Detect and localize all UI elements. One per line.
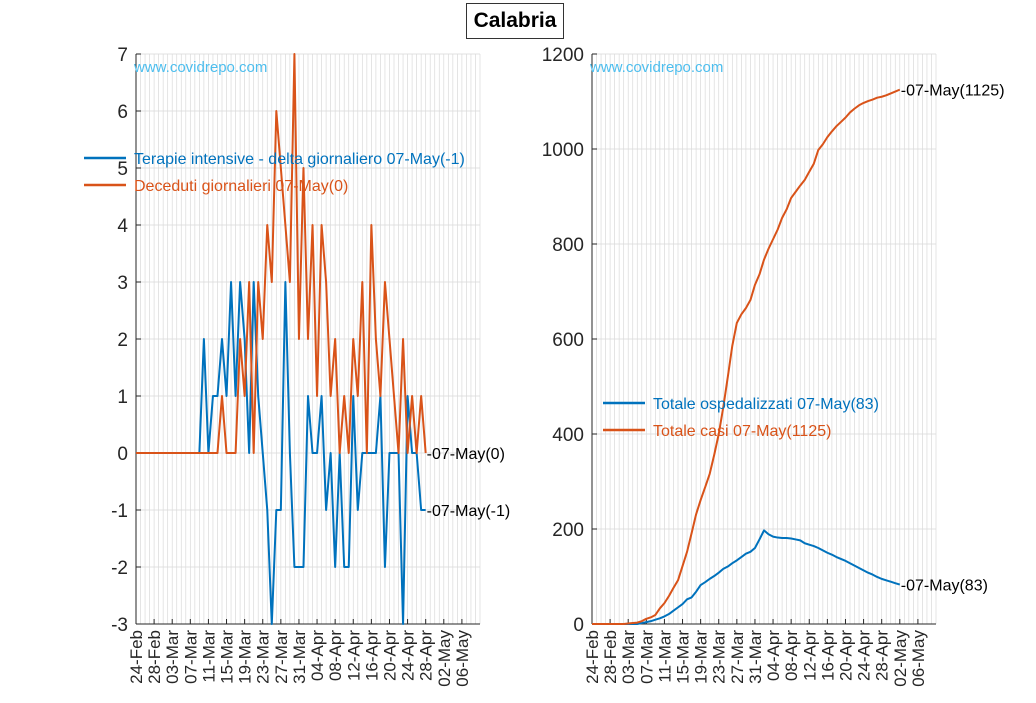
y-tick-label: 6 xyxy=(117,102,128,123)
x-tick-label: 07-Mar xyxy=(637,630,656,684)
x-tick-label: 02-May xyxy=(435,630,454,687)
y-tick-label: 0 xyxy=(117,444,128,465)
x-tick-label: 04-Apr xyxy=(764,630,783,681)
x-tick-label: 12-Apr xyxy=(344,630,363,681)
y-tick-label: 1000 xyxy=(542,140,584,161)
x-tick-label: 28-Feb xyxy=(601,630,620,684)
x-tick-label: 31-Mar xyxy=(290,630,309,684)
legend-entry: Totale casi 07-May(1125) xyxy=(653,423,831,440)
x-tick-label: 07-Mar xyxy=(181,630,200,684)
x-tick-label: 23-Mar xyxy=(254,630,273,684)
y-tick-label: -1 xyxy=(111,501,128,522)
x-tick-label: 31-Mar xyxy=(746,630,765,684)
y-tick-label: 800 xyxy=(552,235,584,256)
series-line-1 xyxy=(592,529,901,625)
x-tick-label: 28-Apr xyxy=(417,630,436,681)
y-tick-label: 1200 xyxy=(542,45,584,66)
watermark-text: www.covidrepo.com xyxy=(589,59,723,76)
x-tick-label: 16-Apr xyxy=(362,630,381,681)
legend-entry: Terapie intensive - delta giornaliero 07… xyxy=(134,151,465,168)
x-tick-label: 24-Feb xyxy=(583,630,602,684)
x-tick-label: 27-Mar xyxy=(272,630,291,684)
series-end-label: -07-May(1125) xyxy=(901,83,1005,100)
y-tick-label: 400 xyxy=(552,425,584,446)
x-tick-label: 06-May xyxy=(453,630,472,687)
x-tick-label: 24-Feb xyxy=(127,630,146,684)
x-tick-label: 24-Apr xyxy=(855,630,874,681)
series-end-label: -07-May(-1) xyxy=(427,503,511,520)
y-tick-label: -3 xyxy=(111,615,128,636)
series-line-2 xyxy=(592,88,901,625)
x-tick-label: 27-Mar xyxy=(728,630,747,684)
x-tick-label: 02-May xyxy=(891,630,910,687)
x-tick-label: 03-Mar xyxy=(619,630,638,684)
x-tick-label: 11-Mar xyxy=(655,630,674,683)
x-tick-label: 15-Mar xyxy=(218,630,237,684)
x-tick-label: 28-Feb xyxy=(145,630,164,684)
x-tick-label: 08-Apr xyxy=(782,630,801,681)
y-tick-label: 7 xyxy=(117,45,128,66)
series-line-2 xyxy=(136,53,427,454)
x-tick-label: 28-Apr xyxy=(873,630,892,681)
x-tick-label: 20-Apr xyxy=(380,630,399,681)
x-tick-label: 15-Mar xyxy=(674,630,693,684)
x-tick-label: 03-Mar xyxy=(163,630,182,684)
x-tick-label: 19-Mar xyxy=(692,630,711,684)
x-tick-label: 20-Apr xyxy=(836,630,855,681)
y-tick-label: 1 xyxy=(117,387,128,408)
x-tick-label: 23-Mar xyxy=(710,630,729,684)
x-tick-label: 24-Apr xyxy=(399,630,418,681)
chart-panel-1: -3 -2 -1 0 1 2 3 4 5 6 7 24-Feb 28-Feb 03-Mar 07-Mar 11… xyxy=(84,45,510,687)
y-tick-label: 3 xyxy=(117,273,128,294)
legend-entry: Totale ospedalizzati 07-May(83) xyxy=(653,396,879,413)
watermark-text: www.covidrepo.com xyxy=(133,59,267,76)
y-tick-label: -2 xyxy=(111,558,128,579)
series-end-label: -07-May(83) xyxy=(901,578,988,595)
y-tick-label: 600 xyxy=(552,330,584,351)
x-tick-label: 04-Apr xyxy=(308,630,327,681)
y-tick-label: 4 xyxy=(117,216,128,237)
legend-entry: Deceduti giornalieri 07-May(0) xyxy=(134,178,348,195)
series-end-label: -07-May(0) xyxy=(427,446,505,463)
y-tick-label: 0 xyxy=(573,615,584,636)
x-tick-label: 12-Apr xyxy=(800,630,819,681)
y-tick-label: 2 xyxy=(117,330,128,351)
x-tick-label: 16-Apr xyxy=(818,630,837,681)
y-tick-label: 200 xyxy=(552,520,584,541)
x-tick-label: 06-May xyxy=(909,630,928,687)
chart-title: Calabria xyxy=(466,3,564,39)
x-tick-label: 11-Mar xyxy=(199,630,218,683)
x-tick-label: 19-Mar xyxy=(236,630,255,684)
x-tick-label: 08-Apr xyxy=(326,630,345,681)
y-tick-label: 5 xyxy=(117,159,128,180)
